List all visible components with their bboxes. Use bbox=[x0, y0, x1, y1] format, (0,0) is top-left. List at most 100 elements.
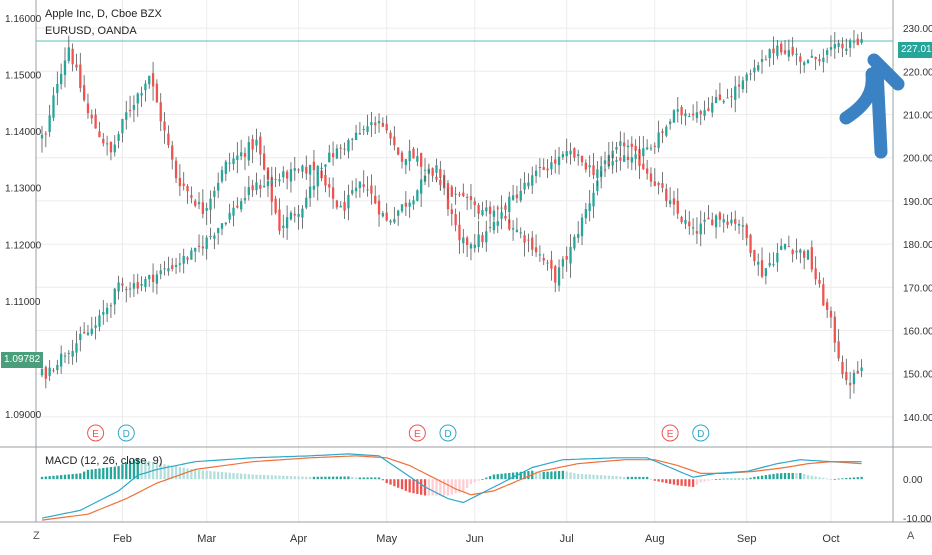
aapl-candle bbox=[262, 174, 266, 188]
candle-body bbox=[577, 154, 580, 157]
aapl-candle bbox=[806, 58, 810, 64]
candle-body bbox=[481, 235, 484, 243]
candle-body bbox=[228, 162, 231, 164]
eurusd-candle bbox=[117, 131, 120, 149]
eurusd-candle bbox=[462, 228, 465, 254]
candle-body bbox=[159, 102, 162, 122]
candle-body bbox=[718, 212, 722, 220]
eurusd-y-tick: 1.12000 bbox=[5, 240, 42, 251]
zoom-toggle-button[interactable]: Z bbox=[33, 530, 40, 542]
aapl-candle bbox=[515, 185, 519, 203]
candle-body bbox=[220, 170, 224, 182]
eurusd-candle bbox=[481, 232, 484, 248]
eurusd-candle bbox=[121, 118, 124, 143]
aapl-candle bbox=[780, 41, 783, 56]
macd-histogram-bar bbox=[370, 477, 373, 480]
candle-body bbox=[190, 195, 193, 198]
candle-body bbox=[462, 192, 465, 197]
earnings-marker bbox=[661, 424, 679, 442]
candle-body bbox=[465, 237, 469, 246]
dividend-marker bbox=[117, 424, 135, 442]
aapl-candle bbox=[584, 159, 588, 173]
x-tick-may: May bbox=[376, 533, 397, 545]
eurusd-candle bbox=[737, 219, 741, 235]
macd-histogram-bar bbox=[343, 476, 346, 480]
aapl-candle bbox=[791, 37, 794, 57]
candle-body bbox=[458, 224, 461, 241]
candle-body bbox=[726, 221, 729, 225]
candle-body bbox=[695, 231, 699, 234]
candle-body bbox=[385, 212, 388, 221]
candle-body bbox=[741, 80, 745, 90]
eurusd-candle bbox=[347, 184, 350, 221]
candle-body bbox=[829, 47, 833, 50]
macd-histogram-bar bbox=[144, 460, 147, 480]
aapl-candle bbox=[82, 322, 86, 334]
candle-body bbox=[531, 237, 534, 250]
candle-body bbox=[511, 195, 515, 200]
macd-histogram-bar bbox=[795, 472, 798, 480]
candle-body bbox=[538, 166, 542, 168]
eurusd-candle bbox=[546, 259, 549, 271]
candle-body bbox=[205, 237, 208, 249]
aapl-candle bbox=[734, 76, 737, 113]
candle-body bbox=[416, 190, 419, 201]
aapl-candle bbox=[247, 175, 250, 201]
macd-histogram-bar bbox=[201, 470, 205, 480]
aapl-candle bbox=[534, 164, 538, 184]
eurusd-candle bbox=[209, 190, 212, 224]
eurusd-candle bbox=[377, 194, 381, 227]
macd-histogram-bar bbox=[224, 472, 227, 480]
candle-body bbox=[649, 147, 653, 149]
macd-histogram-bar bbox=[301, 476, 304, 480]
aapl-candle bbox=[714, 89, 718, 104]
aapl-candle bbox=[469, 183, 473, 210]
candle-body bbox=[630, 143, 633, 147]
eurusd-candle bbox=[753, 249, 756, 266]
macd-histogram-bar bbox=[251, 474, 254, 480]
eurusd-candle bbox=[780, 238, 783, 251]
eurusd-candle bbox=[826, 298, 829, 318]
auto-scale-button[interactable]: A bbox=[907, 530, 915, 542]
eurusd-y-tick: 1.14000 bbox=[5, 127, 42, 138]
candle-body bbox=[109, 305, 113, 307]
eurusd-candle bbox=[113, 135, 116, 157]
eurusd-candle bbox=[688, 211, 691, 235]
candle-body bbox=[829, 310, 833, 318]
macd-histogram-bar bbox=[328, 476, 331, 480]
candle-body bbox=[370, 185, 373, 194]
aapl-candle bbox=[841, 37, 844, 58]
macd-histogram-bar bbox=[546, 471, 549, 480]
candle-body bbox=[734, 219, 737, 224]
aapl-candle bbox=[511, 185, 515, 201]
eurusd-candle bbox=[148, 75, 151, 89]
candle-body bbox=[439, 168, 442, 178]
x-tick-sep: Sep bbox=[737, 533, 757, 545]
macd-panel bbox=[40, 453, 863, 521]
candle-body bbox=[803, 62, 806, 66]
candle-body bbox=[393, 219, 396, 223]
eurusd-candle bbox=[358, 181, 362, 198]
candle-body bbox=[151, 274, 155, 282]
macd-histogram-bar bbox=[213, 471, 216, 480]
aapl-candle bbox=[638, 146, 641, 160]
macd-histogram-bar bbox=[814, 476, 817, 480]
candle-body bbox=[531, 175, 534, 186]
candle-body bbox=[799, 56, 802, 62]
candle-body bbox=[462, 237, 465, 244]
candle-body bbox=[848, 40, 852, 48]
eurusd-candle bbox=[109, 141, 113, 161]
macd-histogram-bar bbox=[481, 479, 484, 480]
eurusd-candle bbox=[220, 166, 224, 184]
macd-histogram-bar bbox=[860, 476, 863, 480]
eurusd-candle bbox=[795, 238, 798, 260]
eurusd-candle bbox=[810, 240, 813, 273]
macd-histogram-bar bbox=[523, 471, 526, 480]
macd-histogram-bar bbox=[335, 476, 339, 480]
candle-body bbox=[527, 182, 530, 187]
aapl-candle bbox=[71, 339, 74, 365]
candle-body bbox=[473, 244, 476, 249]
aapl-candle bbox=[569, 142, 572, 165]
candle-body bbox=[615, 147, 618, 150]
macd-histogram-bar bbox=[519, 471, 522, 480]
